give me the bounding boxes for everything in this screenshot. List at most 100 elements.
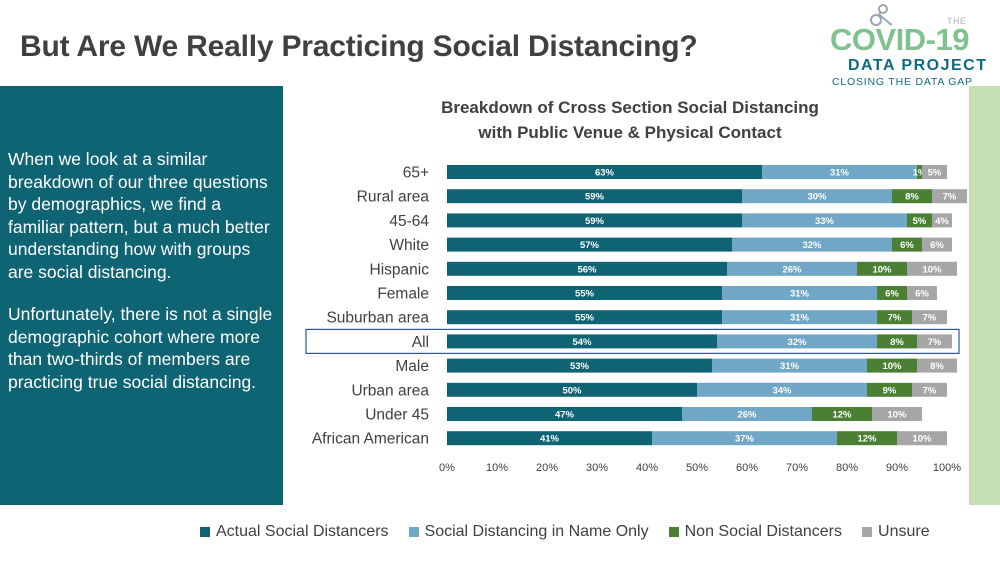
logo-the: THE (947, 16, 967, 26)
bar-segment-actual (447, 334, 717, 349)
legend-swatch-non (668, 527, 679, 537)
legend-label-unsure: Unsure (878, 523, 930, 540)
bar-segment-actual (447, 431, 652, 446)
data-label-unsure: 7% (923, 313, 937, 324)
x-tick-label: 50% (686, 462, 708, 474)
data-label-non: 9% (883, 385, 897, 396)
data-label-non: 1% (913, 168, 927, 179)
logo-molecule-node-icon (878, 4, 888, 14)
category-label: African American (312, 431, 429, 448)
bar-segment-name-only (762, 165, 917, 179)
legend-label-name-only: Social Distancing in Name Only (424, 523, 649, 540)
x-tick-label: 70% (786, 462, 808, 474)
data-label-unsure: 7% (943, 192, 957, 203)
bar-segment-non (837, 431, 897, 446)
data-label-name-only: 26% (782, 264, 802, 275)
data-label-actual: 54% (572, 337, 592, 348)
data-label-name-only: 32% (802, 240, 822, 251)
bar-segment-name-only (717, 334, 877, 349)
data-label-actual: 63% (595, 168, 615, 179)
bar-segment-unsure (917, 358, 957, 373)
data-label-actual: 41% (540, 434, 560, 445)
bar-segment-unsure (932, 189, 967, 204)
legend-label-non: Non Social Distancers (684, 523, 843, 540)
data-label-actual: 53% (570, 361, 590, 372)
data-label-unsure: 6% (915, 289, 929, 300)
bar-segment-name-only (742, 189, 892, 204)
logo-molecule-node-icon (870, 14, 882, 26)
bar-segment-name-only (682, 407, 812, 421)
data-label-actual: 50% (562, 385, 582, 396)
bar-segment-actual (447, 382, 697, 397)
data-label-name-only: 26% (737, 410, 757, 421)
category-label: White (389, 237, 429, 254)
bar-segment-unsure (897, 431, 947, 446)
bar-segment-non (867, 382, 912, 397)
data-label-non: 12% (857, 434, 877, 445)
bar-segment-non (857, 261, 907, 276)
bar-segment-unsure (917, 334, 952, 349)
category-label: Hispanic (370, 261, 430, 278)
data-label-unsure: 10% (887, 410, 907, 421)
bar-segment-non (907, 213, 932, 228)
category-label: Suburban area (326, 310, 429, 327)
bar-segment-unsure (907, 261, 957, 276)
bar-segment-actual (447, 358, 712, 373)
data-label-actual: 55% (575, 289, 595, 300)
category-label: Male (395, 358, 429, 375)
slide-title: But Are We Really Practicing Social Dist… (20, 30, 698, 63)
x-tick-label: 40% (636, 462, 658, 474)
data-label-name-only: 31% (780, 361, 800, 372)
category-label: 65+ (403, 165, 429, 182)
bar-segment-actual (447, 237, 732, 252)
bar-segment-non (812, 407, 872, 421)
right-accent-bar (969, 86, 1000, 505)
bar-segment-name-only (742, 213, 907, 228)
bar-segment-unsure (932, 213, 952, 228)
highlight-box-all (305, 328, 960, 354)
data-label-name-only: 34% (772, 385, 792, 396)
bar-segment-actual (447, 310, 722, 325)
bar-segment-name-only (722, 310, 877, 325)
x-tick-label: 80% (836, 462, 858, 474)
data-label-actual: 59% (585, 216, 605, 227)
x-tick-label: 0% (439, 462, 455, 474)
bar-segment-unsure (912, 310, 947, 325)
data-label-non: 12% (832, 410, 852, 421)
data-label-name-only: 30% (807, 192, 827, 203)
data-label-unsure: 4% (935, 216, 949, 227)
legend-swatch-actual (200, 527, 210, 537)
paragraph-two: Unfortunately, there is not a single dem… (8, 304, 273, 392)
bar-segment-actual (447, 165, 762, 179)
legend-item-actual: Actual Social Distancers (200, 523, 389, 541)
x-tick-label: 30% (586, 462, 608, 474)
category-label: 45-64 (389, 213, 429, 230)
data-label-unsure: 10% (912, 434, 932, 445)
bar-segment-non (877, 286, 907, 300)
bar-segment-actual (447, 407, 682, 421)
bar-segment-name-only (712, 358, 867, 373)
bar-segment-actual (447, 189, 742, 204)
data-label-unsure: 6% (930, 240, 944, 251)
data-label-actual: 59% (585, 192, 605, 203)
bar-segment-non (867, 358, 917, 373)
data-label-non: 7% (888, 313, 902, 324)
data-label-name-only: 31% (790, 289, 810, 300)
data-label-non: 10% (882, 361, 902, 372)
logo-main-text: COVID-19 (830, 22, 969, 57)
bar-segment-unsure (922, 165, 947, 179)
logo-sub-text: DATA PROJECT (848, 57, 988, 74)
data-label-non: 8% (890, 337, 904, 348)
bar-segment-unsure (922, 237, 952, 252)
bar-segment-name-only (722, 286, 877, 300)
bar-segment-unsure (912, 382, 947, 397)
legend-swatch-name-only (408, 527, 419, 537)
category-label: All (412, 334, 429, 351)
data-label-name-only: 32% (787, 337, 807, 348)
category-label: Under 45 (365, 407, 429, 424)
data-label-unsure: 10% (922, 264, 942, 275)
chart-title: Breakdown of Cross Section Social Distan… (370, 95, 890, 145)
chart-title-line2: with Public Venue & Physical Contact (478, 123, 782, 142)
data-label-name-only: 33% (815, 216, 835, 227)
